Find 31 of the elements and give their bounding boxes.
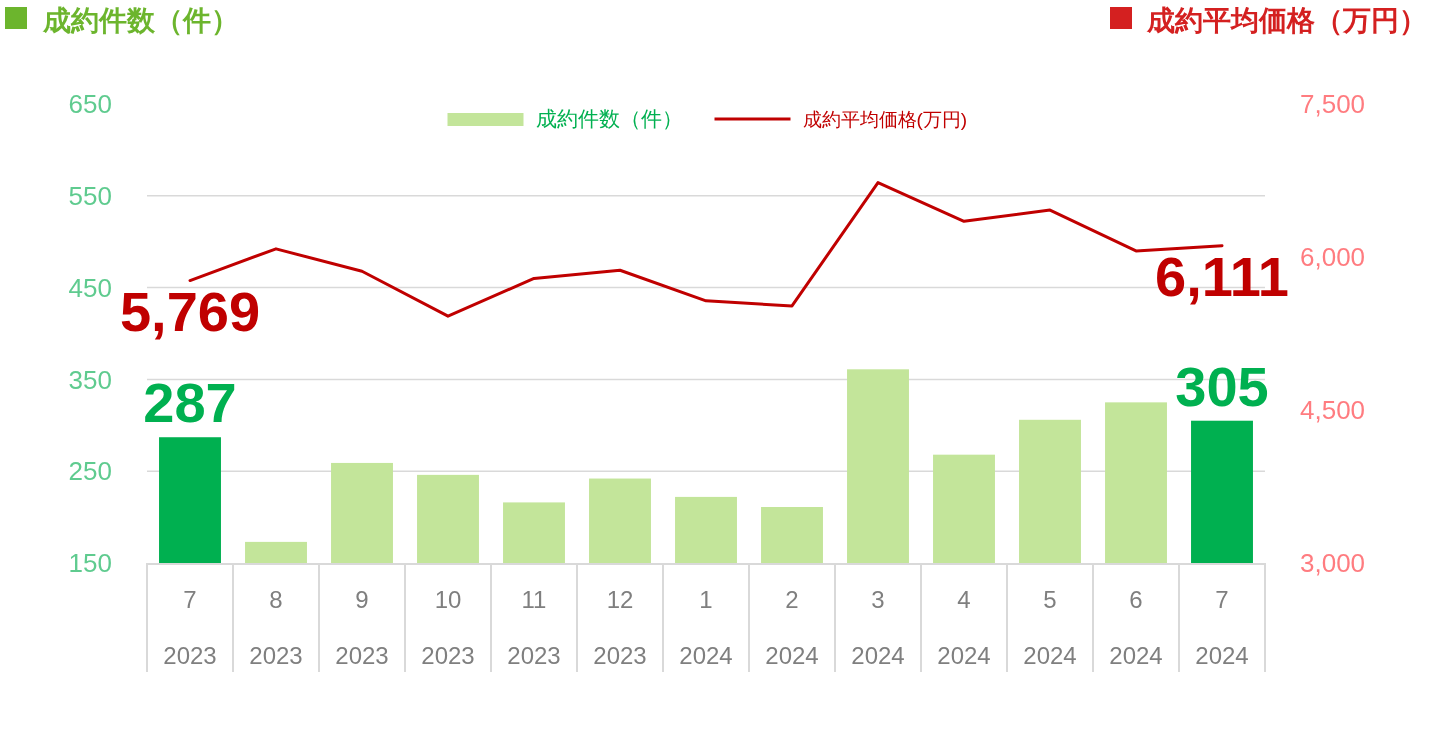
category-label: 11 2023 [507,586,561,669]
y-axis-title: 成約件数（件） [42,5,239,36]
y-tick-label: 650 [68,89,112,120]
category-label: 12 2023 [593,586,647,669]
y2-tick-label: 4,500 [1300,395,1366,426]
category-label: 6 2024 [1109,586,1163,669]
y-tick-label: 250 [68,456,112,487]
category-label: 1 2024 [679,586,733,669]
y-tick-label: 550 [68,180,112,211]
category-label: 5 2024 [1023,586,1077,669]
data-label: 287 [143,371,237,435]
category-label: 4 2024 [937,586,991,669]
legend-label: 成約件数（件） [535,107,683,131]
data-label: 6,111 [1155,244,1289,308]
y2-tick-label: 6,000 [1300,242,1366,273]
category-label: 3 2024 [851,586,905,669]
y2-tick-label: 7,500 [1300,89,1366,120]
legend-label: 成約平均価格(万円) [802,108,968,130]
y-tick-label: 350 [68,364,112,395]
category-label: 2 2024 [765,586,819,669]
y-tick-label: 150 [68,548,112,579]
category-label: 10 2023 [421,586,475,669]
category-label: 7 2023 [163,586,217,669]
y2-axis-title: 成約平均価格（万円） [1146,5,1427,36]
data-label: 5,769 [119,279,261,343]
category-label: 8 2023 [249,586,303,669]
y-tick-label: 450 [68,272,112,303]
category-label: 9 2023 [335,586,389,669]
category-label: 7 2024 [1195,586,1249,669]
data-label: 305 [1175,354,1269,418]
y2-tick-label: 3,000 [1300,548,1366,579]
